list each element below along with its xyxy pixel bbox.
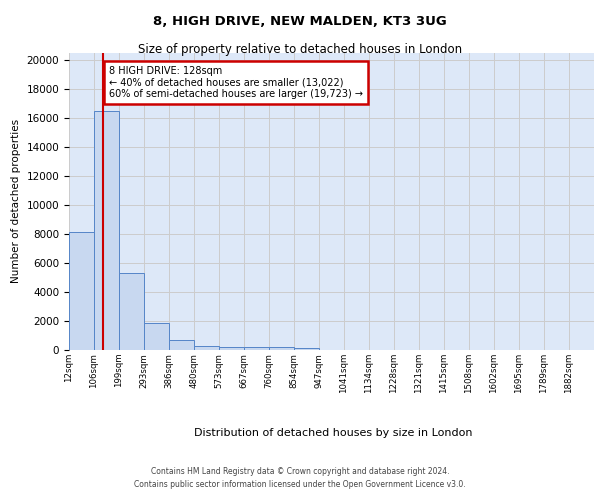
Bar <box>219 346 244 350</box>
Text: 8 HIGH DRIVE: 128sqm
← 40% of detached houses are smaller (13,022)
60% of semi-d: 8 HIGH DRIVE: 128sqm ← 40% of detached h… <box>109 66 363 99</box>
Bar <box>119 273 144 350</box>
Text: 8, HIGH DRIVE, NEW MALDEN, KT3 3UG: 8, HIGH DRIVE, NEW MALDEN, KT3 3UG <box>153 15 447 28</box>
Text: Size of property relative to detached houses in London: Size of property relative to detached ho… <box>138 42 462 56</box>
Bar <box>244 347 269 350</box>
Text: Distribution of detached houses by size in London: Distribution of detached houses by size … <box>194 428 472 438</box>
Bar <box>194 346 219 350</box>
Bar <box>269 347 294 350</box>
Bar <box>69 232 94 350</box>
Text: Contains HM Land Registry data © Crown copyright and database right 2024.
Contai: Contains HM Land Registry data © Crown c… <box>134 467 466 489</box>
Bar <box>169 340 194 350</box>
Bar <box>94 110 119 350</box>
Y-axis label: Number of detached properties: Number of detached properties <box>11 119 21 284</box>
Bar <box>294 348 319 350</box>
Bar <box>144 323 169 350</box>
